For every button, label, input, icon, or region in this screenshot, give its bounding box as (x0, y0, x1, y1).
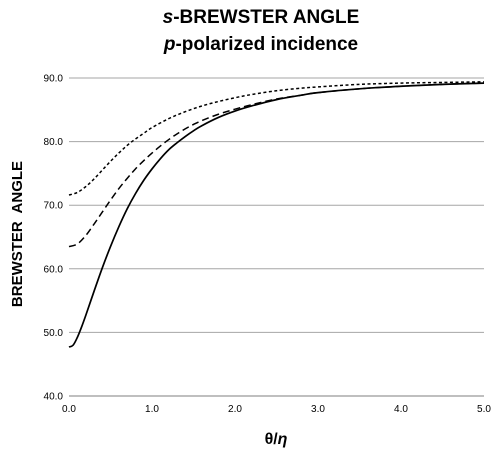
x-tick-label: 5.0 (477, 404, 491, 415)
data-series (68, 81, 485, 348)
x-tick-label: 3.0 (311, 404, 325, 415)
chart-title-line1: s-BREWSTER ANGLE (163, 7, 360, 28)
y-tick-label: 50.0 (44, 328, 64, 339)
y-tick-label: 60.0 (44, 264, 64, 275)
y-axis-label: BREWSTER ANGLE (9, 161, 26, 307)
y-tick-labels: 40.0 50.0 60.0 70.0 80.0 90.0 (44, 74, 64, 403)
x-tick-label: 0.0 (62, 404, 76, 415)
x-tick-label: 2.0 (228, 404, 242, 415)
chart-title-line2: p-polarized incidence (163, 34, 358, 55)
x-axis-label: θ/η (265, 431, 288, 448)
y-tick-label: 40.0 (44, 392, 64, 403)
y-gridlines (69, 77, 484, 397)
series-line-dashed (68, 82, 485, 248)
x-tick-label: 1.0 (145, 404, 159, 415)
x-tick-labels: 0.0 1.0 2.0 3.0 4.0 5.0 (62, 404, 491, 415)
y-tick-label: 90.0 (44, 74, 64, 85)
series-line-dotted (68, 81, 485, 196)
y-tick-label: 80.0 (44, 137, 64, 148)
series-line-solid (68, 82, 485, 348)
y-tick-label: 70.0 (44, 201, 64, 212)
x-tick-label: 4.0 (394, 404, 408, 415)
